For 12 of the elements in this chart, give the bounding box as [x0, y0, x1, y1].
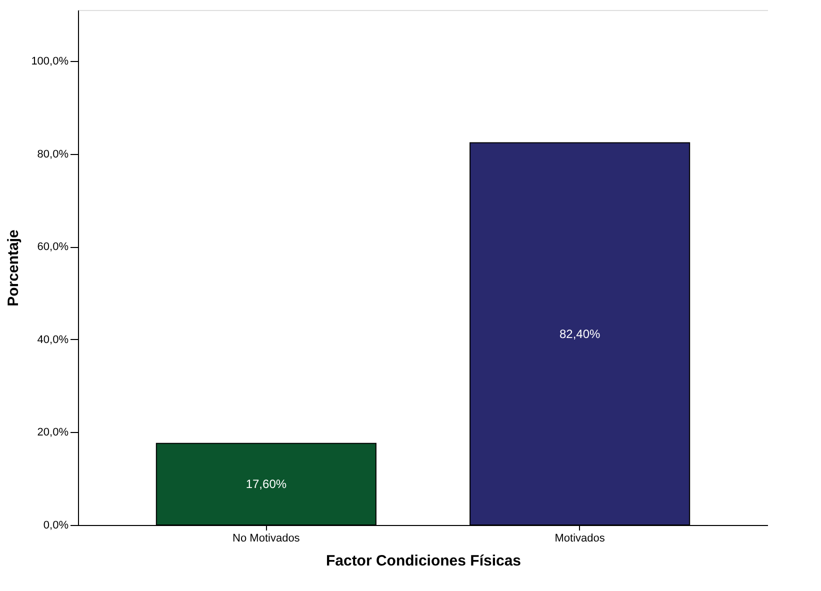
y-tick-label: 100,0% [31, 56, 69, 68]
y-axis-title: Porcentaje [5, 230, 22, 306]
y-tick-label: 60,0% [37, 241, 69, 254]
x-axis-title: Factor Condiciones Físicas [326, 552, 522, 570]
y-tick-label: 80,0% [37, 148, 69, 160]
x-tick-label: Motivados [554, 532, 606, 544]
y-tick-label: 20,0% [37, 426, 69, 439]
y-tick-label: 0,0% [43, 520, 69, 532]
data-label: 82,40% [559, 326, 600, 341]
y-tick-label: 40,0% [37, 334, 69, 346]
x-tick-label: No Motivados [232, 532, 300, 544]
data-label: 17,60% [246, 477, 287, 492]
